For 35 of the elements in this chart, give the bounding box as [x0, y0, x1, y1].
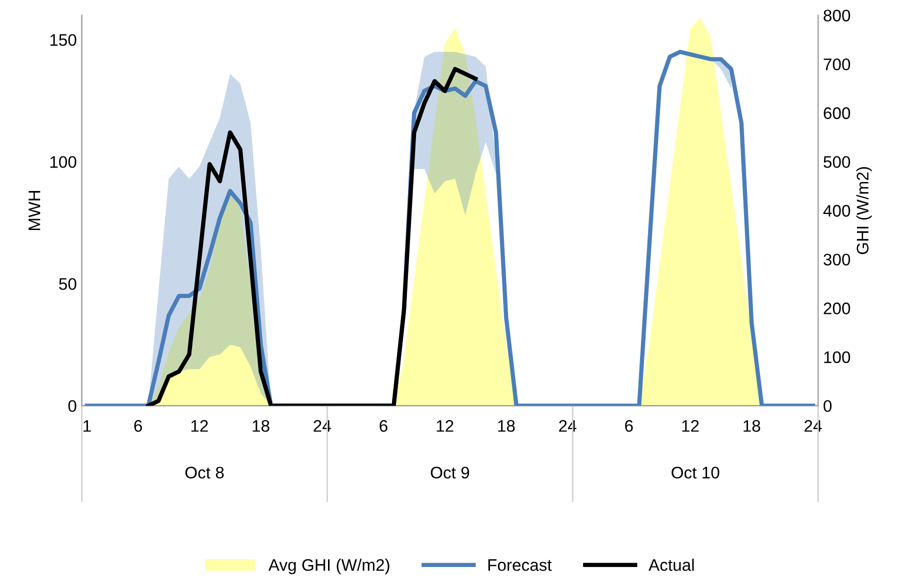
y2-tick-label: 800: [824, 10, 850, 22]
y2-tick-label: 200: [824, 302, 850, 314]
y-tick-label: 100: [50, 156, 76, 168]
y2-tick-label: 700: [824, 58, 850, 70]
y-tick-label: 50: [59, 278, 76, 290]
legend-label: Avg GHI (W/m2): [268, 558, 390, 574]
text: Oct 8: [185, 466, 224, 479]
x-tick-label: 6: [380, 420, 388, 432]
y-axis-title: MWH: [28, 191, 40, 230]
line-series: [146, 66, 478, 406]
y2-tick-label: 300: [824, 254, 850, 266]
x-tick-label: 24: [804, 420, 822, 432]
text: Oct 10: [672, 466, 720, 479]
y2-tick-label: 500: [824, 156, 850, 168]
x-tick-label: 18: [744, 420, 760, 432]
y-tick-label: 0: [68, 400, 76, 412]
x-tick-label: 1: [84, 420, 91, 432]
x-tick-label: 6: [134, 420, 142, 432]
x-tick-label: 24: [314, 420, 331, 432]
x-tick-label: 18: [498, 420, 515, 432]
x-tick-label: 12: [682, 420, 699, 432]
y2-tick-label: 0: [824, 400, 832, 412]
legend-label: Actual: [648, 558, 694, 571]
legend-label: Forecast: [488, 559, 552, 571]
x-tick-label: 6: [625, 420, 633, 432]
x-tick-label: 12: [191, 420, 208, 432]
y2-tick-label: 600: [824, 107, 850, 120]
x-tick-label: 24: [559, 420, 576, 432]
y-tick-label: 150: [50, 34, 76, 46]
x-tick-label: 12: [436, 420, 454, 432]
x-tick-label: 18: [252, 420, 270, 432]
y2-axis-title: GHI (W/m2): [856, 167, 872, 254]
text: Oct 9: [430, 466, 470, 479]
y2-tick-label: 400: [823, 204, 850, 217]
y2-tick-label: 100: [824, 351, 850, 364]
